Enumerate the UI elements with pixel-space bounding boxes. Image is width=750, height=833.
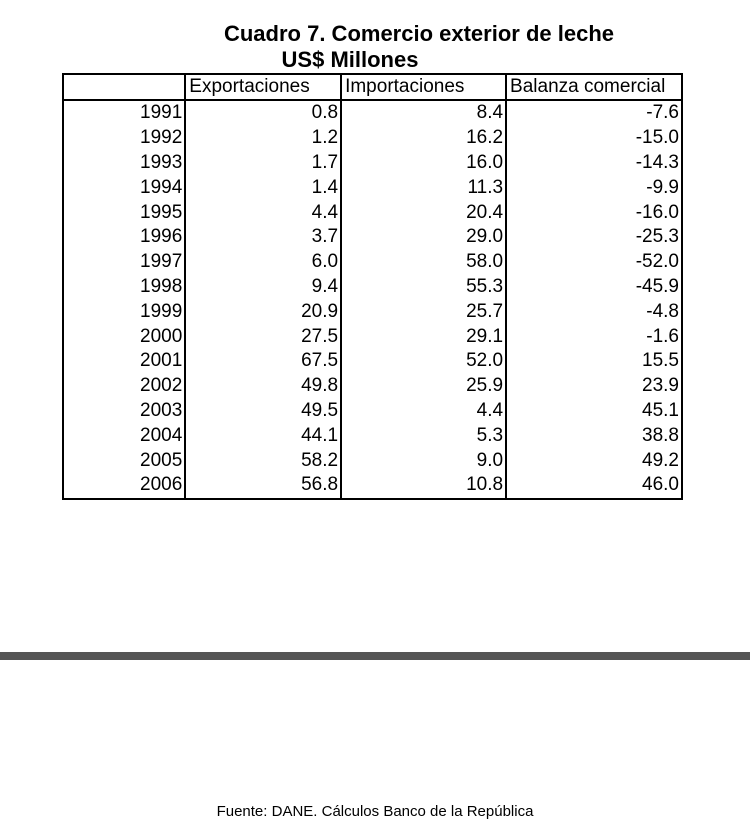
year-cell: 1993 (140, 151, 183, 173)
header-row: Exportaciones Importaciones Balanza come… (63, 74, 682, 101)
year-cell: 2004 (140, 424, 183, 446)
year-cell: 2003 (140, 399, 183, 421)
balance-cell: 49.2 (505, 448, 682, 473)
exports-cell: 27.5 (184, 324, 342, 349)
imports-cell: 29.0 (340, 224, 507, 250)
year-cell: 1999 (140, 300, 183, 322)
table-row: 1996 3.7 29.0 -25.3 (63, 224, 682, 250)
table-title: Cuadro 7. Comercio exterior de leche (223, 21, 615, 46)
table-row: 1998 9.4 55.3 -45.9 (63, 274, 682, 300)
balance-cell: 46.0 (505, 472, 682, 499)
year-cell: 1998 (140, 275, 183, 297)
balance-cell: -4.8 (505, 299, 682, 325)
balance-cell: 23.9 (505, 373, 682, 399)
exports-cell: 56.8 (184, 472, 342, 499)
imports-cell: 52.0 (340, 348, 507, 374)
exports-cell: 3.7 (184, 224, 342, 250)
year-cell: 1991 (140, 102, 183, 124)
table-row: 1992 1.2 16.2 -15.0 (63, 125, 682, 151)
table-row: 1995 4.4 20.4 -16.0 (63, 200, 682, 225)
balance-cell: 38.8 (505, 423, 682, 449)
separator-bar (0, 652, 750, 660)
year-cell: 1997 (140, 251, 183, 273)
balance-cell: -9.9 (505, 175, 682, 201)
year-cell: 1995 (140, 201, 183, 223)
exports-cell: 1.4 (184, 175, 342, 201)
balance-cell: 45.1 (505, 398, 682, 424)
balance-cell: -45.9 (505, 274, 682, 300)
imports-cell: 55.3 (340, 274, 507, 300)
imports-cell: 25.7 (340, 299, 507, 325)
table-row: 2002 49.8 25.9 23.9 (63, 373, 682, 399)
table-row: 1994 1.4 11.3 -9.9 (63, 175, 682, 201)
exports-cell: 58.2 (184, 448, 342, 473)
imports-cell: 10.8 (340, 472, 507, 499)
imports-cell: 20.4 (340, 200, 507, 225)
exports-cell: 0.8 (184, 100, 342, 126)
exports-cell: 1.7 (184, 150, 342, 176)
balance-cell: -15.0 (505, 125, 682, 151)
imports-cell: 29.1 (340, 324, 507, 349)
exports-cell: 44.1 (184, 423, 342, 449)
table-row: 1999 20.9 25.7 -4.8 (63, 299, 682, 325)
balance-cell: 15.5 (505, 348, 682, 374)
table-row: 1991 0.8 8.4 -7.6 (63, 100, 682, 126)
table-row: 2005 58.2 9.0 49.2 (63, 448, 682, 473)
table-row: 2003 49.5 4.4 45.1 (63, 398, 682, 424)
year-cell: 2000 (140, 325, 183, 347)
exports-cell: 49.8 (184, 373, 342, 399)
balance-cell: -52.0 (505, 249, 682, 275)
exports-cell: 4.4 (184, 200, 342, 225)
imports-cell: 9.0 (340, 448, 507, 473)
year-cell: 1994 (140, 176, 183, 198)
imports-cell: 5.3 (340, 423, 507, 449)
exports-cell: 9.4 (184, 274, 342, 300)
table-row: 1997 6.0 58.0 -52.0 (63, 249, 682, 275)
exports-cell: 1.2 (184, 125, 342, 151)
exports-cell: 20.9 (184, 299, 342, 325)
year-cell: 1996 (140, 226, 183, 248)
exports-cell: 67.5 (184, 348, 342, 374)
imports-cell: 16.2 (340, 125, 507, 151)
imports-cell: 58.0 (340, 249, 507, 275)
imports-cell: 25.9 (340, 373, 507, 399)
balance-cell: -25.3 (505, 224, 682, 250)
table-row: 2004 44.1 5.3 38.8 (63, 423, 682, 449)
exports-cell: 49.5 (184, 398, 342, 424)
year-cell: 2006 (140, 474, 183, 496)
header-year (63, 74, 186, 101)
header-exports: Exportaciones (184, 74, 342, 101)
trade-table: Exportaciones Importaciones Balanza come… (62, 73, 683, 500)
source-note: Fuente: DANE. Cálculos Banco de la Repúb… (216, 803, 534, 820)
exports-cell: 6.0 (184, 249, 342, 275)
table-row: 2006 56.8 10.8 46.0 (63, 472, 682, 499)
year-cell: 2001 (140, 350, 183, 372)
table-subtitle: US$ Millones (281, 47, 419, 72)
balance-cell: -7.6 (505, 100, 682, 126)
imports-cell: 16.0 (340, 150, 507, 176)
table-row: 2001 67.5 52.0 15.5 (63, 348, 682, 374)
year-cell: 1992 (140, 127, 183, 149)
imports-cell: 11.3 (340, 175, 507, 201)
header-imports: Importaciones (340, 74, 507, 101)
year-cell: 2002 (140, 375, 183, 397)
imports-cell: 4.4 (340, 398, 507, 424)
table-row: 2000 27.5 29.1 -1.6 (63, 324, 682, 349)
table-row: 1993 1.7 16.0 -14.3 (63, 150, 682, 176)
header-balance: Balanza comercial (505, 74, 682, 101)
balance-cell: -1.6 (505, 324, 682, 349)
imports-cell: 8.4 (340, 100, 507, 126)
balance-cell: -16.0 (505, 200, 682, 225)
balance-cell: -14.3 (505, 150, 682, 176)
year-cell: 2005 (140, 449, 183, 471)
